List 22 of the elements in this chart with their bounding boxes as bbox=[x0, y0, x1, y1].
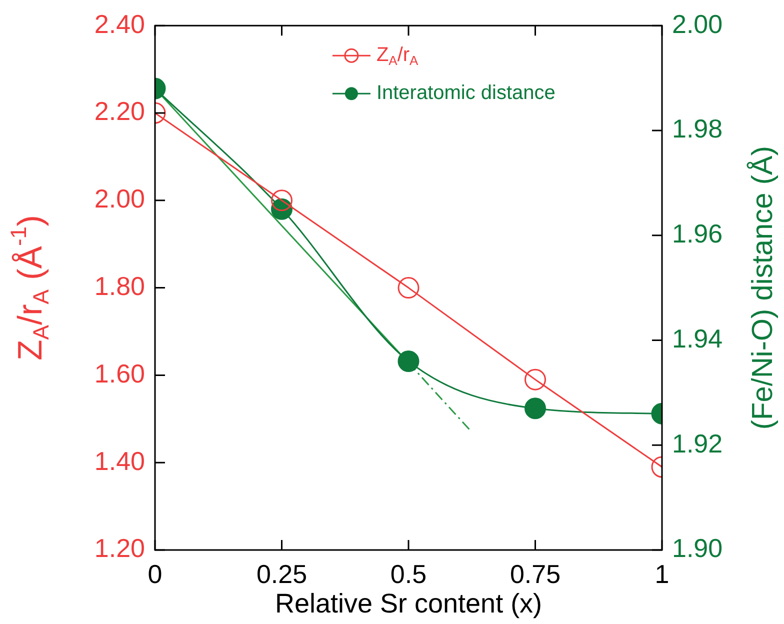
x-tick-label: 0.75 bbox=[510, 558, 561, 589]
y2-tick-label: 1.98 bbox=[672, 114, 723, 144]
y2-tick-label: 1.96 bbox=[672, 218, 723, 249]
y-tick-label: 1.40 bbox=[94, 446, 145, 476]
y2-tick-label: 2.00 bbox=[672, 8, 723, 39]
y-tick-label: 2.20 bbox=[94, 96, 145, 126]
x-axis-title: Relative Sr content (x) bbox=[274, 588, 542, 618]
y-tick-label: 2.00 bbox=[94, 184, 145, 214]
y-tick-label: 1.20 bbox=[94, 533, 145, 564]
y-tick-label: 1.80 bbox=[94, 270, 145, 301]
x-tick-label: 0.25 bbox=[256, 558, 308, 589]
y-tick-label: 1.60 bbox=[94, 358, 145, 388]
y2-tick-label: 1.94 bbox=[672, 323, 723, 354]
x-tick-label: 0 bbox=[148, 558, 162, 589]
x-tick-label: 1 bbox=[654, 558, 670, 589]
y2-axis-title: (Fe/Ni-O) distance (Å) bbox=[746, 146, 779, 430]
y-axis-title: ZA/rA (Å-1) bbox=[6, 215, 54, 361]
y2-tick-label: 1.92 bbox=[672, 428, 723, 458]
x-tick-label: 0.5 bbox=[390, 558, 427, 589]
legend-label: Interatomic distance bbox=[376, 82, 556, 104]
y2-tick-label: 1.90 bbox=[672, 533, 723, 564]
y-tick-label: 2.40 bbox=[94, 8, 145, 39]
